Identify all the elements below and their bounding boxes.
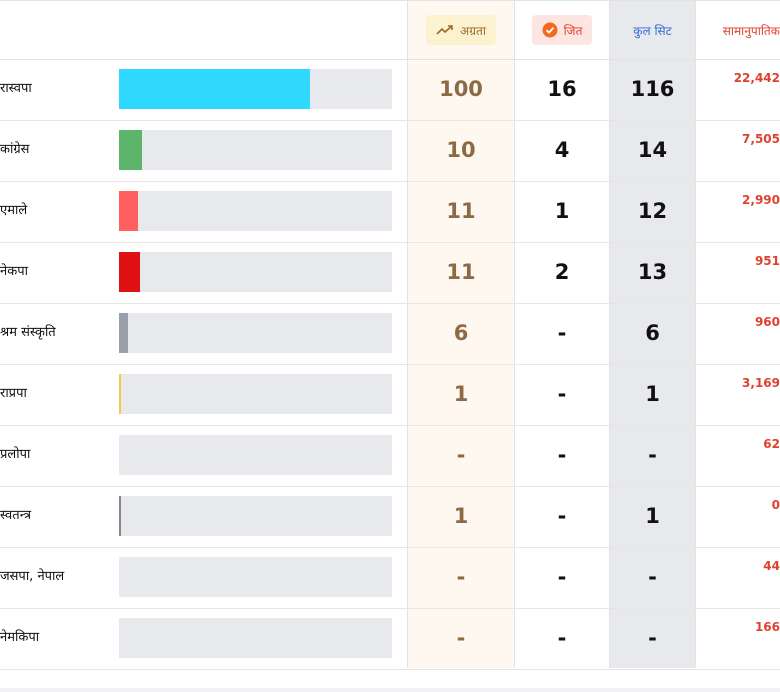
proportional-votes: 0 — [771, 498, 780, 512]
party-name: जसपा, नेपाल — [0, 569, 65, 584]
lead-count: 1 — [453, 382, 469, 406]
seat-bar-track — [119, 313, 392, 353]
header-lead[interactable]: अग्रता — [408, 1, 514, 59]
proportional-label: सामानुपातिक — [722, 23, 780, 38]
won-label: जित — [563, 23, 583, 38]
seat-bar-track — [119, 69, 392, 109]
lead-count: 11 — [446, 260, 476, 284]
proportional-votes: 166 — [754, 620, 780, 634]
table-row[interactable]: प्रलोपा - - - 62 — [0, 425, 780, 487]
party-name: प्रलोपा — [0, 447, 31, 462]
divider — [609, 0, 610, 668]
proportional-votes: 62 — [763, 437, 780, 451]
total-seats: 13 — [637, 260, 668, 284]
total-seats: 6 — [645, 321, 660, 345]
party-name: नेमकिपा — [0, 630, 40, 645]
won-count: - — [557, 443, 567, 467]
lead-count: 1 — [453, 504, 469, 528]
table-row[interactable]: कांग्रेस 10 4 14 7,505 — [0, 120, 780, 182]
table-row[interactable]: राप्रपा 1 - 1 3,169 — [0, 364, 780, 426]
won-count: 1 — [554, 199, 570, 223]
proportional-votes: 2,990 — [742, 193, 780, 207]
header-won[interactable]: जित — [515, 1, 609, 59]
won-count: - — [557, 504, 567, 528]
seat-bar-fill — [119, 252, 141, 292]
table-row[interactable]: जसपा, नेपाल - - - 44 — [0, 547, 780, 609]
header-proportional[interactable]: सामानुपातिक — [696, 1, 780, 59]
total-seats: 1 — [645, 504, 660, 528]
won-count: 4 — [554, 138, 570, 162]
party-name: राप्रपा — [0, 386, 27, 401]
won-count: - — [557, 382, 567, 406]
won-count: 16 — [547, 77, 577, 101]
won-count: - — [557, 626, 567, 650]
table-row[interactable]: नेमकिपा - - - 166 — [0, 608, 780, 670]
check-badge-icon — [542, 22, 558, 38]
total-column-bg — [610, 0, 695, 668]
seat-bar-track — [119, 618, 392, 658]
proportional-votes: 951 — [754, 254, 780, 268]
seat-bar-track — [119, 496, 392, 536]
total-seats: - — [648, 565, 657, 589]
seat-bar-fill — [119, 374, 121, 414]
party-name: श्रम संस्कृति — [0, 325, 56, 340]
table-row[interactable]: स्वतन्त्र 1 - 1 0 — [0, 486, 780, 548]
lead-label: अग्रता — [460, 23, 486, 38]
table-header: अग्रता जित कुल सिट सामानुपातिक — [0, 0, 780, 60]
proportional-votes: 960 — [754, 315, 780, 329]
seat-bar-track — [119, 374, 392, 414]
divider — [695, 0, 696, 668]
seat-bar-fill — [119, 496, 121, 536]
divider — [514, 0, 515, 668]
lead-count: 10 — [446, 138, 476, 162]
party-name: नेकपा — [0, 264, 28, 279]
proportional-votes: 3,169 — [742, 376, 780, 390]
footer-band — [0, 688, 780, 692]
seat-bar-track — [119, 435, 392, 475]
seat-bar-fill — [119, 130, 143, 170]
seat-bar-fill — [119, 69, 311, 109]
seat-bar-fill — [119, 313, 128, 353]
seat-bar-track — [119, 130, 392, 170]
trending-up-icon — [436, 25, 453, 35]
lead-column-bg — [408, 0, 514, 668]
table-row[interactable]: एमाले 11 1 12 2,990 — [0, 181, 780, 243]
seat-bar-fill — [119, 191, 139, 231]
lead-count: 11 — [446, 199, 476, 223]
lead-count: 100 — [439, 77, 483, 101]
won-pill: जित — [531, 15, 593, 45]
party-name: कांग्रेस — [0, 142, 30, 157]
total-seats: 1 — [645, 382, 660, 406]
party-name: रास्वपा — [0, 81, 32, 96]
table-row[interactable]: नेकपा 11 2 13 951 — [0, 242, 780, 304]
won-count: - — [557, 321, 567, 345]
won-count: 2 — [554, 260, 570, 284]
seat-bar-track — [119, 191, 392, 231]
party-name: स्वतन्त्र — [0, 508, 32, 523]
proportional-votes: 22,442 — [733, 71, 780, 85]
total-seats: 14 — [637, 138, 668, 162]
won-count: - — [557, 565, 567, 589]
lead-count: - — [456, 565, 466, 589]
total-seats: - — [648, 626, 657, 650]
lead-count: - — [456, 443, 466, 467]
total-label: कुल सिट — [633, 23, 672, 38]
lead-count: - — [456, 626, 466, 650]
seat-bar-track — [119, 557, 392, 597]
header-total[interactable]: कुल सिट — [610, 1, 695, 59]
lead-count: 6 — [453, 321, 469, 345]
divider — [407, 0, 408, 668]
total-seats: - — [648, 443, 657, 467]
proportional-votes: 7,505 — [742, 132, 780, 146]
seat-bar-track — [119, 252, 392, 292]
total-seats: 12 — [637, 199, 668, 223]
proportional-votes: 44 — [763, 559, 780, 573]
table-row[interactable]: श्रम संस्कृति 6 - 6 960 — [0, 303, 780, 365]
lead-pill: अग्रता — [426, 15, 496, 45]
party-name: एमाले — [0, 203, 28, 218]
total-seats: 116 — [630, 77, 675, 101]
table-row[interactable]: रास्वपा 100 16 116 22,442 — [0, 59, 780, 121]
